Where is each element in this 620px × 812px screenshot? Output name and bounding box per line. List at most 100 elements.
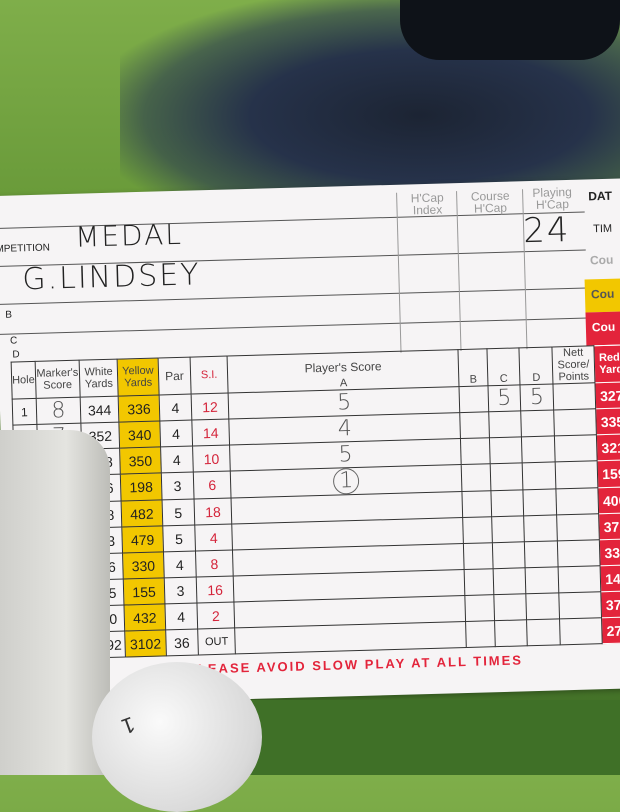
cell-par: 4 bbox=[163, 551, 197, 578]
cell-b bbox=[459, 411, 490, 439]
row-label-b: B bbox=[5, 309, 13, 321]
cell-b bbox=[465, 594, 495, 622]
cell-red: 159 bbox=[597, 459, 620, 488]
cell-si: 2 bbox=[196, 601, 235, 629]
cell-red: 335 bbox=[595, 407, 620, 435]
cell-b bbox=[463, 542, 493, 570]
cell-yellow: 198 bbox=[120, 472, 162, 502]
circled-score: 1 bbox=[332, 467, 360, 495]
cell-d bbox=[522, 461, 556, 490]
cell-red: 327 bbox=[595, 381, 620, 409]
cell-nett bbox=[557, 539, 601, 567]
cell-si: 12 bbox=[191, 393, 230, 421]
cell-nett bbox=[556, 513, 600, 541]
cell-par: 3 bbox=[164, 577, 197, 604]
cell-marker: 8 bbox=[35, 397, 81, 425]
col-si: S.I. bbox=[190, 356, 229, 395]
out-empty bbox=[559, 617, 603, 645]
cell-hole: 1 bbox=[12, 398, 37, 426]
course-label-yellow: Cou bbox=[584, 278, 620, 313]
out-red: 2765 bbox=[601, 616, 620, 644]
out-yellow: 3102 bbox=[124, 629, 167, 658]
cell-yellow: 340 bbox=[119, 420, 161, 449]
grass bbox=[240, 700, 620, 775]
cell-c bbox=[489, 462, 524, 491]
cell-red: 321 bbox=[596, 433, 620, 461]
col-d: D bbox=[519, 346, 553, 385]
golf-bag-top bbox=[400, 0, 620, 60]
row-label-c: C bbox=[9, 335, 18, 347]
cell-par: 4 bbox=[164, 602, 198, 630]
cell-si: 14 bbox=[191, 419, 230, 447]
cell-yellow: 479 bbox=[121, 525, 164, 554]
cell-par: 5 bbox=[162, 525, 196, 552]
col-red-yards: Red Yards bbox=[594, 344, 620, 383]
cell-b bbox=[462, 516, 493, 544]
course-hcap-label: Course H'Cap bbox=[470, 188, 510, 216]
cell-nett bbox=[558, 591, 602, 619]
cell-yellow: 432 bbox=[124, 603, 166, 632]
cell-nett bbox=[554, 460, 599, 489]
cell-d bbox=[526, 592, 560, 620]
time-label: TIM bbox=[592, 222, 613, 236]
cell-yellow: 336 bbox=[118, 394, 160, 423]
cell-nett bbox=[554, 434, 598, 462]
cell-si: 18 bbox=[193, 497, 232, 526]
cell-d bbox=[525, 566, 559, 594]
playing-hcap-value: 24 bbox=[522, 209, 571, 252]
cell-par: 4 bbox=[158, 394, 192, 421]
cell-white: 344 bbox=[80, 396, 120, 424]
cell-c bbox=[488, 410, 522, 438]
cell-c bbox=[489, 436, 523, 464]
hcap-index-label: H'Cap Index bbox=[410, 190, 444, 218]
cell-c bbox=[492, 567, 527, 595]
cell-red: 143 bbox=[600, 564, 620, 592]
cell-c bbox=[491, 515, 525, 543]
out-par: 36 bbox=[165, 628, 199, 656]
cell-yellow: 482 bbox=[121, 499, 163, 528]
cell-b bbox=[461, 463, 491, 492]
cell-si: 6 bbox=[193, 471, 232, 500]
playing-hcap-label: Playing H'Cap bbox=[532, 184, 572, 212]
cell-d bbox=[520, 409, 555, 437]
cell-par: 4 bbox=[160, 446, 194, 473]
cell-par: 4 bbox=[159, 420, 193, 447]
cell-nett bbox=[552, 382, 596, 410]
cell-red: 400 bbox=[598, 486, 620, 514]
scorecard-header: H'Cap Index Course H'Cap Playing H'Cap 2… bbox=[0, 178, 620, 366]
cell-red: 332 bbox=[599, 538, 620, 566]
cell-si: 8 bbox=[195, 549, 234, 578]
cell-nett bbox=[557, 565, 602, 593]
course-label-white: Cou bbox=[589, 252, 614, 268]
cell-yellow: 350 bbox=[119, 446, 162, 475]
cell-d bbox=[523, 514, 558, 542]
cell-d bbox=[523, 488, 557, 516]
players-score-label: Player's Score bbox=[304, 359, 382, 376]
col-a: Player's Score A bbox=[227, 349, 460, 394]
cell-b bbox=[464, 568, 494, 596]
col-a-label: A bbox=[339, 377, 348, 390]
cell-c: 5 bbox=[487, 384, 521, 412]
col-c: C bbox=[486, 347, 521, 386]
date-label: DAT bbox=[588, 188, 613, 204]
col-hole: Hole bbox=[11, 361, 36, 400]
cell-d bbox=[524, 540, 558, 568]
cell-nett bbox=[555, 487, 599, 515]
out-empty bbox=[526, 618, 561, 646]
row-label-d: D bbox=[12, 349, 20, 361]
cell-yellow: 330 bbox=[122, 551, 165, 580]
cell-b bbox=[462, 490, 492, 518]
golf-ball bbox=[92, 662, 262, 812]
cell-d: 5 bbox=[520, 383, 554, 411]
cell-b bbox=[459, 385, 489, 413]
cell-red: 373 bbox=[601, 590, 620, 618]
col-marker-score: Marker's Score bbox=[34, 360, 81, 399]
out-label: OUT bbox=[197, 627, 236, 655]
cell-red: 375 bbox=[598, 512, 620, 540]
cell-yellow: 155 bbox=[123, 577, 165, 606]
competition-label: MPETITION bbox=[0, 242, 51, 255]
cell-d bbox=[521, 435, 555, 463]
cell-b bbox=[460, 437, 490, 465]
cell-par: 3 bbox=[161, 472, 194, 500]
cell-nett bbox=[553, 408, 597, 436]
